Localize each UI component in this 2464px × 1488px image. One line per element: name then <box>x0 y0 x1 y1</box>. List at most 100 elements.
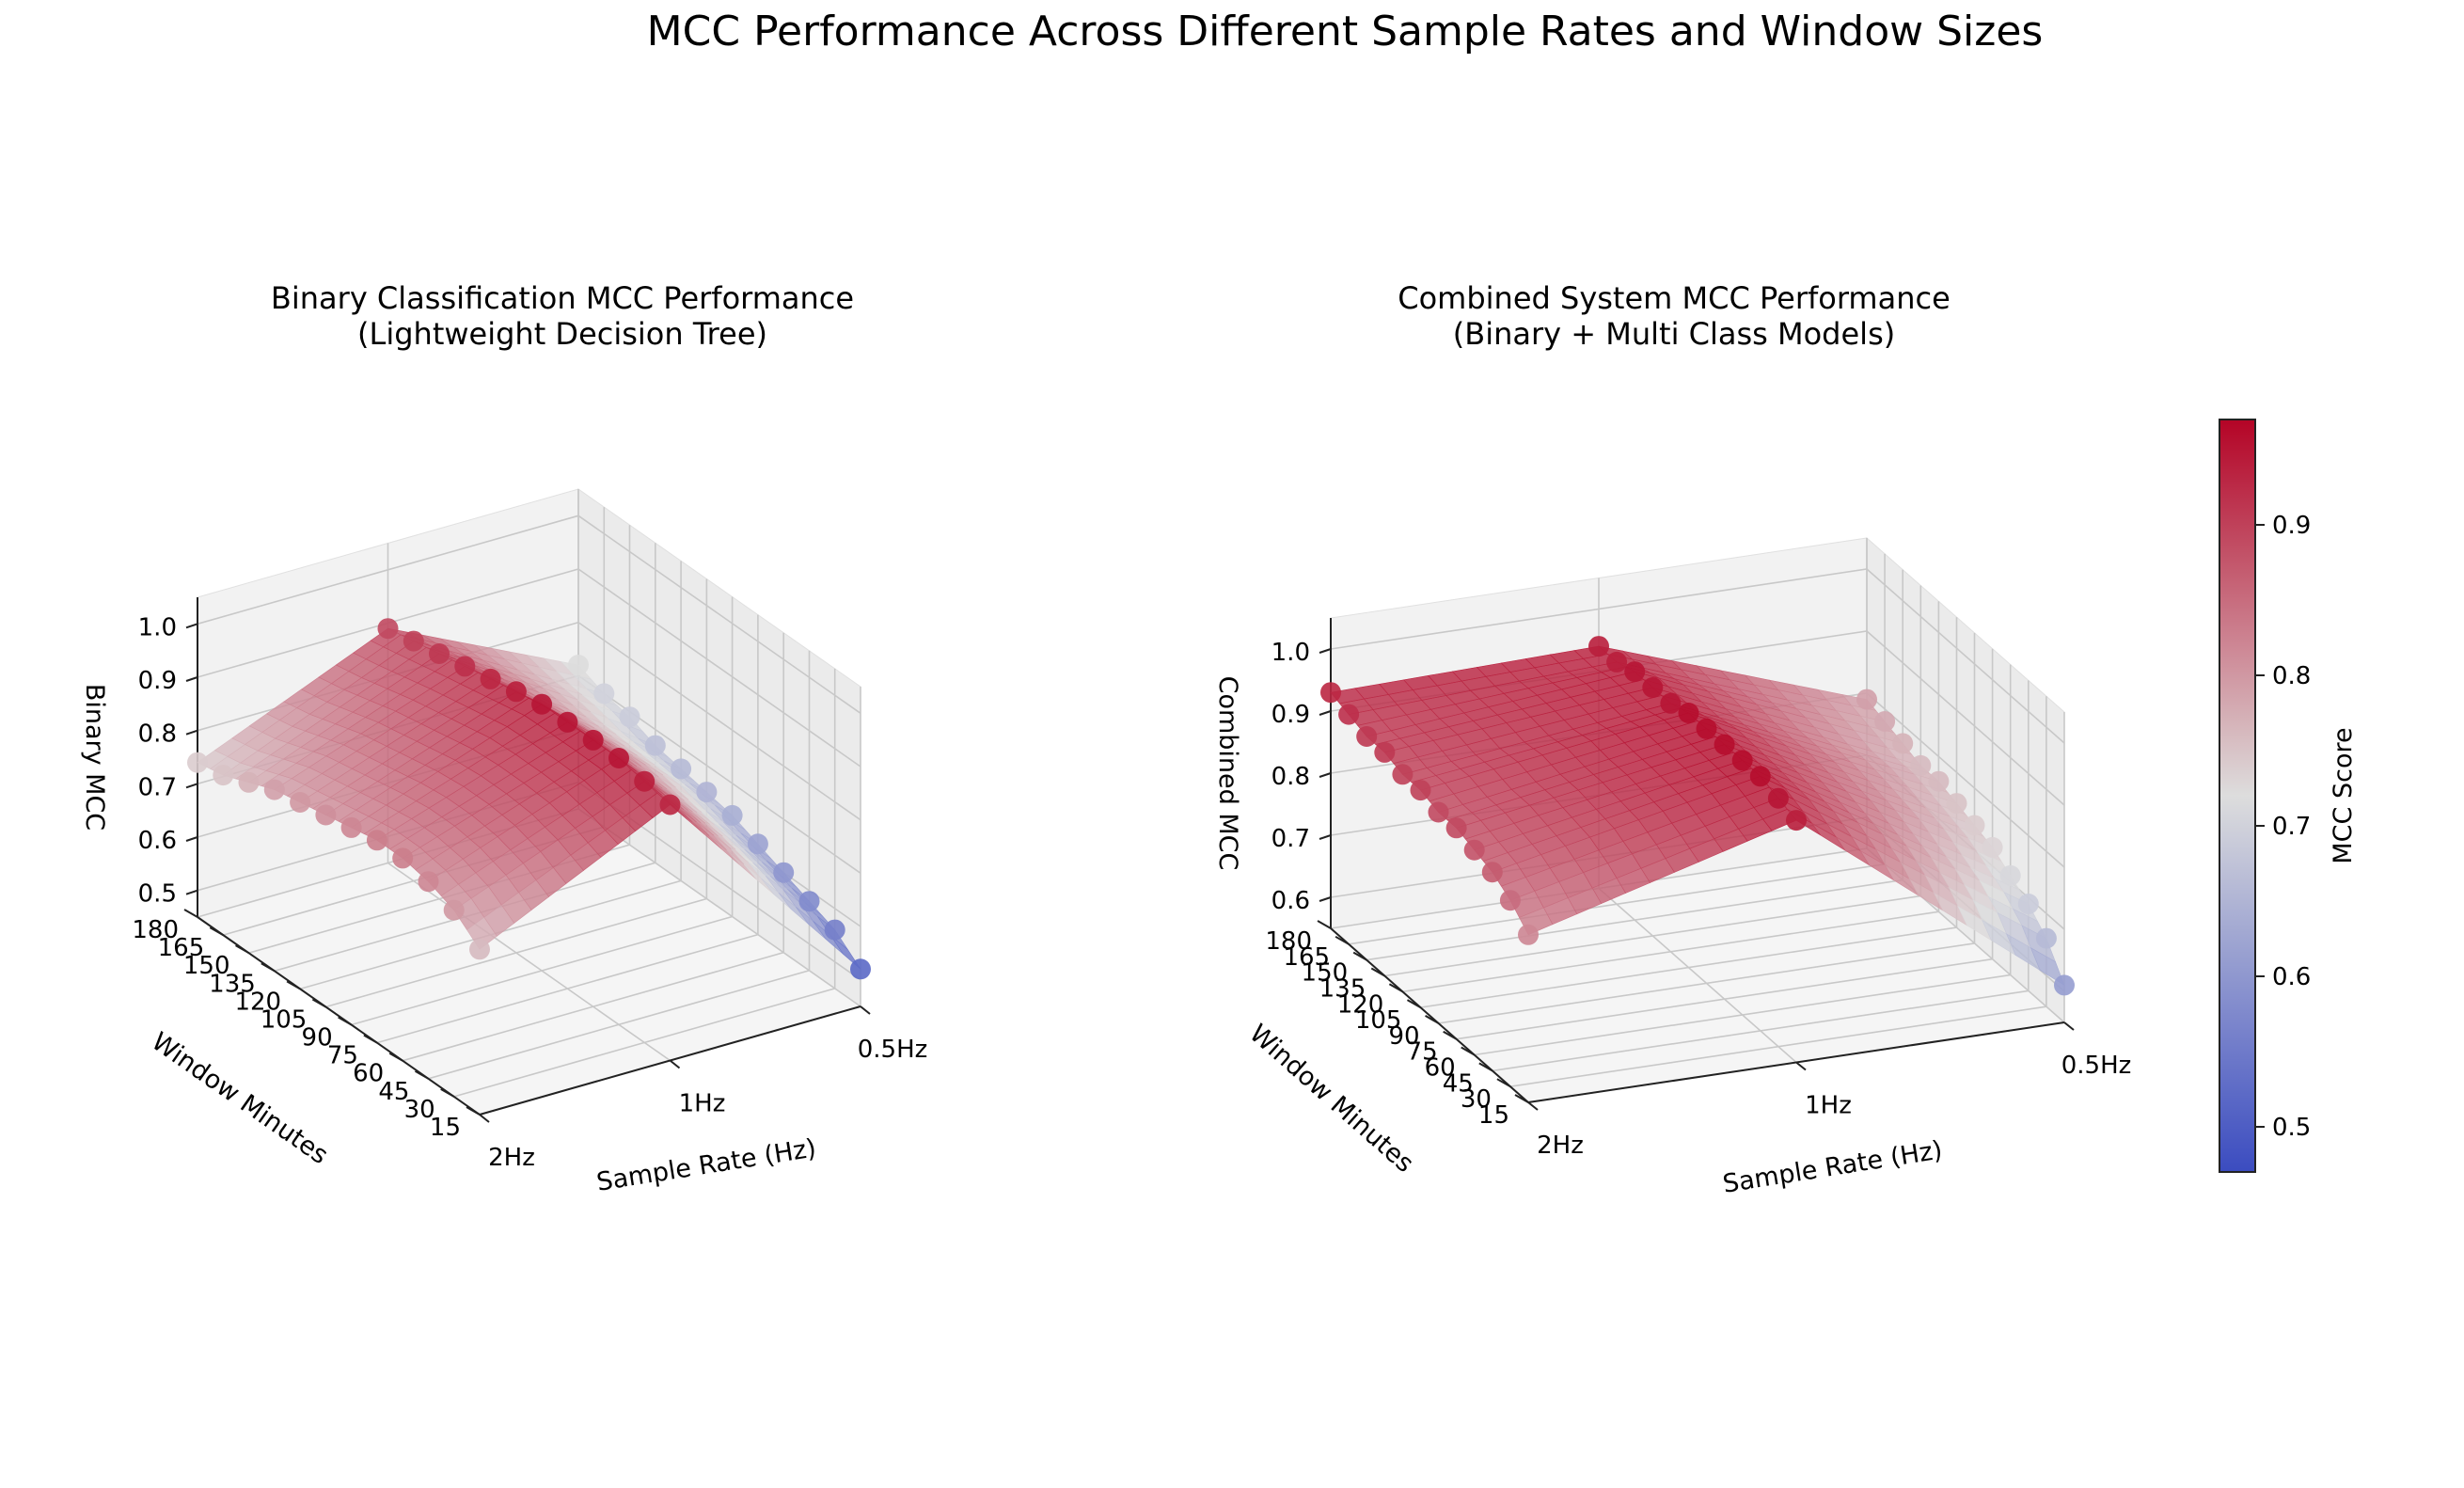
y-tick-mark <box>1443 1030 1458 1040</box>
data-point <box>608 748 629 768</box>
x-tick-label: 2Hz <box>1537 1132 1584 1160</box>
data-point <box>1874 711 1896 732</box>
data-point <box>1892 733 1914 754</box>
gridlines <box>197 489 861 1116</box>
x-tick-mark <box>860 1005 871 1015</box>
z-tick-labels: 0.5 0.6 0.7 0.8 0.9 1.0 <box>138 613 198 909</box>
y-tick-mark <box>261 962 276 973</box>
x-tick-mark <box>1527 1101 1539 1111</box>
x-tick-label: 0.5Hz <box>858 1036 928 1064</box>
data-point <box>454 656 476 677</box>
y-tick-mark <box>1352 951 1367 961</box>
y-tick-label: 45 <box>378 1078 409 1106</box>
data-point <box>1678 703 1699 723</box>
z-axis-label: Binary MCC <box>80 684 109 831</box>
data-point <box>1338 704 1360 725</box>
y-tick-mark <box>1317 920 1332 929</box>
data-point <box>696 782 718 803</box>
subplot-title-line1: Binary Classification MCC Performance <box>271 280 854 316</box>
z-tick-label: 0.8 <box>138 720 177 749</box>
data-point <box>1660 692 1682 714</box>
colorbar-tick-label: 0.5 <box>2272 1114 2311 1142</box>
data-point <box>1731 750 1753 771</box>
data-point <box>634 770 655 792</box>
y-tick-mark <box>1461 1046 1476 1056</box>
z-tick-label: 0.6 <box>1271 887 1310 915</box>
data-point <box>747 833 768 855</box>
z-tick-label: 0.8 <box>1271 763 1310 791</box>
data-point <box>1786 810 1807 831</box>
data-points <box>1320 636 2075 996</box>
y-tick-label: 30 <box>1461 1085 1492 1114</box>
data-point <box>644 735 666 756</box>
z-tick-label: 1.0 <box>1271 639 1310 667</box>
y-tick-mark <box>311 998 326 1008</box>
data-point <box>469 939 490 960</box>
z-tick-mark <box>1319 834 1332 840</box>
x-tick-mark <box>2063 1021 2075 1031</box>
z-tick-label: 0.7 <box>138 773 177 801</box>
data-point <box>773 862 795 883</box>
data-point <box>1392 764 1414 785</box>
data-point <box>619 706 640 728</box>
data-point <box>1856 689 1877 710</box>
data-point <box>721 804 743 826</box>
z-tick-mark <box>1319 772 1332 778</box>
colorbar-tick-label: 0.9 <box>2272 512 2311 540</box>
x-tick-label: 1Hz <box>1805 1092 1852 1120</box>
y-tick-mark <box>414 1069 429 1080</box>
y-tick-label: 90 <box>1388 1022 1419 1051</box>
z-tick-mark <box>1319 648 1332 654</box>
data-point <box>2035 927 2057 949</box>
data-point <box>392 847 414 869</box>
data-point <box>671 758 692 780</box>
data-point <box>824 919 845 941</box>
y-tick-label: 15 <box>430 1114 461 1142</box>
data-point <box>1696 718 1717 739</box>
z-tick-label: 0.6 <box>138 827 177 855</box>
y-tick-label: 30 <box>404 1096 435 1124</box>
data-point <box>480 668 501 689</box>
y-tick-mark <box>1335 935 1350 945</box>
colorbar-tick-label: 0.8 <box>2272 662 2311 690</box>
data-point <box>1999 864 2021 886</box>
data-point <box>418 871 439 893</box>
data-point <box>1518 924 1539 945</box>
y-tick-label: 165 <box>1283 943 1330 972</box>
y-tick-mark <box>286 980 301 990</box>
z-tick-mark <box>185 889 198 895</box>
y-tick-label: 105 <box>261 1005 308 1034</box>
data-point <box>1910 754 1932 776</box>
y-tick-label: 135 <box>209 970 256 998</box>
subplot-title: Combined System MCC Performance(Binary +… <box>1398 280 1951 352</box>
data-point <box>2054 974 2075 996</box>
y-tick-label: 105 <box>1355 1006 1402 1035</box>
y-tick-label: 180 <box>132 916 179 944</box>
y-tick-label: 45 <box>1443 1069 1474 1098</box>
y-tick-mark <box>388 1052 403 1062</box>
data-point <box>1767 787 1789 809</box>
subplot-title-line2: (Lightweight Decision Tree) <box>357 316 767 352</box>
data-point <box>1463 839 1485 861</box>
data-point <box>1588 636 1609 657</box>
y-tick-mark <box>1388 983 1403 993</box>
y-tick-mark <box>1478 1062 1493 1072</box>
y-tick-mark <box>1370 967 1385 977</box>
y-tick-mark <box>1406 999 1421 1008</box>
data-point <box>2017 894 2039 914</box>
z-tick-label: 0.9 <box>138 667 177 695</box>
y-tick-label: 75 <box>327 1042 358 1070</box>
data-point <box>1374 741 1396 763</box>
data-point <box>1481 862 1503 883</box>
data-point <box>315 804 337 826</box>
data-point <box>593 683 615 704</box>
data-point <box>429 643 450 664</box>
data-point <box>377 618 399 640</box>
x-tick-mark <box>1795 1061 1807 1071</box>
z-tick-mark <box>1319 896 1332 902</box>
data-point <box>213 765 234 786</box>
subplot-title-line1: Combined System MCC Performance <box>1398 280 1951 316</box>
x-axis-label: Sample Rate (Hz) <box>594 1133 818 1197</box>
data-point <box>1642 677 1664 698</box>
colorbar-gradient <box>2219 419 2256 1173</box>
